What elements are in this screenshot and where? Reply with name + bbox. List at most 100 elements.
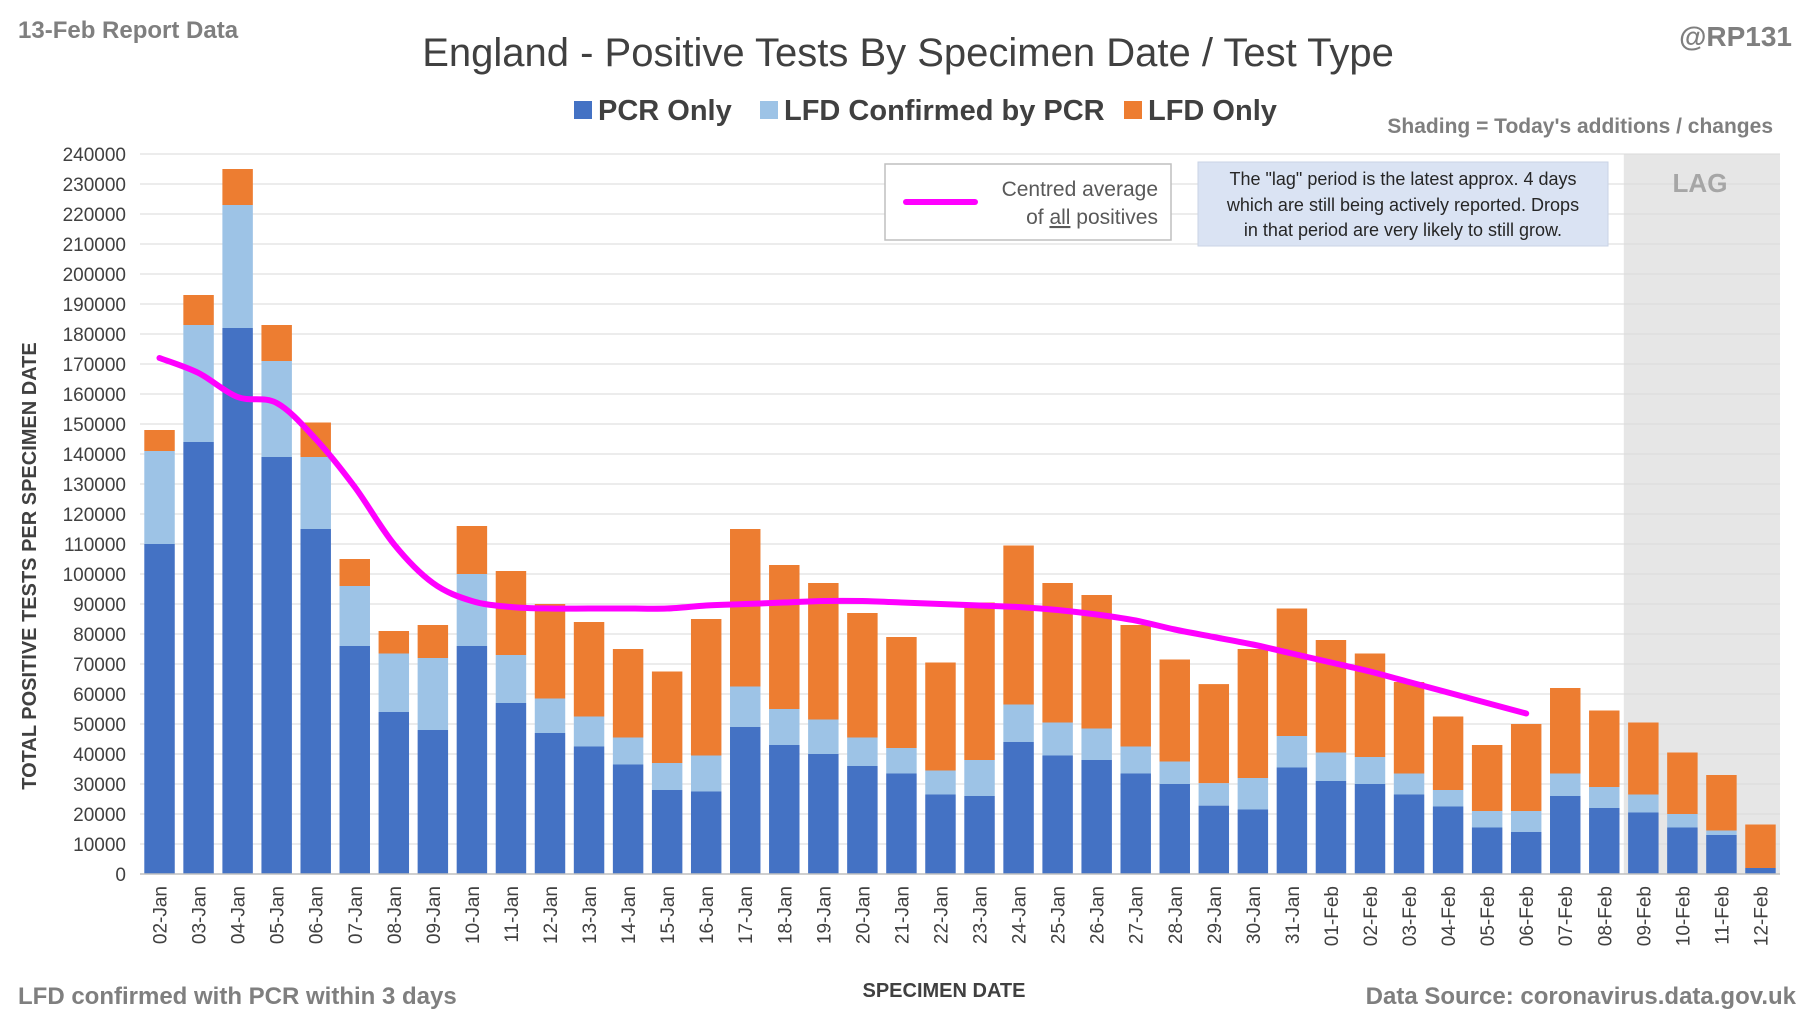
- pcr-bar: [1745, 868, 1776, 874]
- pcr-bar: [730, 727, 761, 874]
- x-tick-label: 02-Jan: [151, 886, 172, 944]
- lfd-confirmed-bar: [495, 655, 527, 703]
- lag-note-line-3: in that period are very likely to still …: [1244, 220, 1562, 240]
- x-tick-label: 03-Feb: [1400, 886, 1421, 946]
- pcr-bar: [456, 646, 488, 874]
- x-tick-label: 11-Feb: [1712, 886, 1733, 945]
- lfd-confirmed-bar: [964, 760, 995, 796]
- lfd-only-bar: [417, 625, 449, 658]
- lfd-only-bar: [690, 619, 722, 756]
- lfd-confirmed-bar: [1198, 783, 1230, 806]
- lfd-only-bar: [1003, 545, 1034, 705]
- legend-swatch-pcr: [574, 101, 592, 119]
- pcr-bar: [1042, 755, 1073, 874]
- lfd-confirmed-bar: [573, 716, 605, 747]
- lfd-only-bar: [495, 571, 527, 655]
- x-tick-label: 05-Feb: [1478, 886, 1499, 946]
- average-legend-box: Centred average of all positives: [884, 163, 1172, 241]
- lfd-confirmed-bar: [1315, 752, 1347, 781]
- pcr-bar: [1667, 827, 1698, 874]
- pcr-bar: [1628, 812, 1659, 874]
- pcr-bar: [886, 773, 917, 874]
- y-tick-label: 230000: [63, 175, 126, 196]
- y-tick-label: 30000: [73, 775, 126, 796]
- pcr-bar: [1315, 781, 1347, 874]
- lfd-confirmed-bar: [1706, 830, 1737, 835]
- lfd-confirmed-bar: [612, 737, 644, 765]
- lfd-only-bar: [1589, 710, 1620, 787]
- x-tick-label: 17-Jan: [736, 886, 757, 944]
- lfd-confirmed-bar: [769, 709, 800, 745]
- x-tick-label: 31-Jan: [1283, 886, 1304, 944]
- lfd-only-bar: [1276, 608, 1308, 736]
- x-tick-label: 09-Jan: [424, 886, 445, 944]
- x-tick-label: 18-Jan: [775, 886, 796, 944]
- x-tick-label: 09-Feb: [1634, 886, 1655, 946]
- pcr-bar: [300, 529, 331, 874]
- lfd-confirmed-bar: [339, 586, 370, 646]
- pcr-bar: [1120, 773, 1151, 874]
- pcr-bar: [573, 746, 605, 874]
- lfd-confirmed-bar: [534, 698, 566, 733]
- y-tick-label: 110000: [64, 535, 126, 556]
- x-tick-label: 04-Feb: [1439, 886, 1460, 946]
- pcr-bar: [222, 328, 253, 874]
- x-tick-label: 12-Feb: [1751, 886, 1772, 946]
- lfd-confirmed-bar: [1354, 757, 1386, 784]
- lfd-confirmed-bar: [690, 755, 722, 792]
- y-tick-label: 100000: [63, 565, 126, 586]
- pcr-bar: [495, 703, 527, 874]
- average-legend-line2: of all positives: [1026, 206, 1158, 229]
- lfd-only-bar: [1510, 724, 1542, 811]
- lfd-confirmed-bar: [1550, 773, 1581, 796]
- legend-swatch-lfd-only: [1124, 101, 1142, 119]
- lfd-only-bar: [769, 565, 800, 709]
- average-legend-line1: Centred average: [1002, 178, 1158, 201]
- y-tick-label: 140000: [63, 445, 126, 466]
- lfd-only-bar: [534, 604, 566, 699]
- lfd-confirmed-bar: [1471, 811, 1503, 828]
- lfd-confirmed-bar: [417, 658, 449, 730]
- lfd-confirmed-bar: [1432, 790, 1464, 807]
- lfd-only-bar: [886, 637, 917, 748]
- x-tick-label: 08-Jan: [385, 886, 406, 944]
- lfd-only-bar: [261, 325, 292, 361]
- y-axis-ticks: 0 10000 20000 30000 40000 50000 60000 70000 8000…: [63, 145, 126, 886]
- lfd-confirmed-bar: [925, 770, 956, 795]
- lfd-only-bar: [339, 559, 370, 586]
- x-tick-label: 26-Jan: [1088, 886, 1109, 944]
- legend: PCR Only LFD Confirmed by PCR LFD Only: [574, 95, 1277, 127]
- x-axis-ticks: 02-Jan 03-Jan 04-Jan 05-Jan 06-Jan 07-Jan 08-J…: [151, 886, 1773, 946]
- shading-note: Shading = Today's additions / changes: [1387, 115, 1773, 138]
- pcr-bar: [847, 766, 878, 874]
- lfd-only-bar: [847, 613, 878, 738]
- pcr-bar: [1081, 760, 1112, 874]
- x-tick-label: 27-Jan: [1127, 886, 1148, 944]
- lfd-confirmed-bar: [1510, 811, 1542, 832]
- x-tick-label: 10-Jan: [463, 886, 484, 944]
- y-tick-label: 200000: [63, 265, 126, 286]
- lfd-confirmed-bar: [222, 205, 253, 328]
- chart-title: England - Positive Tests By Specimen Dat…: [422, 31, 1394, 75]
- x-tick-label: 06-Feb: [1517, 886, 1538, 946]
- pcr-bar: [417, 730, 449, 874]
- pcr-bar: [612, 764, 644, 874]
- lfd-only-bar: [730, 529, 761, 687]
- x-tick-label: 02-Feb: [1361, 886, 1382, 946]
- lfd-only-bar: [1432, 716, 1464, 790]
- x-tick-label: 29-Jan: [1205, 886, 1226, 944]
- lfd-confirmed-bar: [183, 325, 214, 442]
- data-source: Data Source: coronavirus.data.gov.uk: [1366, 983, 1797, 1010]
- lfd-confirmed-bar: [886, 748, 917, 774]
- lfd-confirmed-bar: [378, 653, 410, 712]
- lfd-only-bar: [651, 671, 683, 763]
- x-tick-label: 13-Jan: [580, 886, 601, 944]
- lfd-only-bar: [144, 430, 175, 451]
- x-tick-label: 03-Jan: [190, 886, 211, 944]
- lfd-only-bar: [1042, 583, 1073, 723]
- y-tick-label: 220000: [63, 205, 126, 226]
- pcr-bar: [1003, 742, 1034, 874]
- lfd-only-bar: [456, 526, 488, 574]
- lfd-confirmed-bar: [1628, 794, 1659, 813]
- x-tick-label: 14-Jan: [619, 886, 640, 944]
